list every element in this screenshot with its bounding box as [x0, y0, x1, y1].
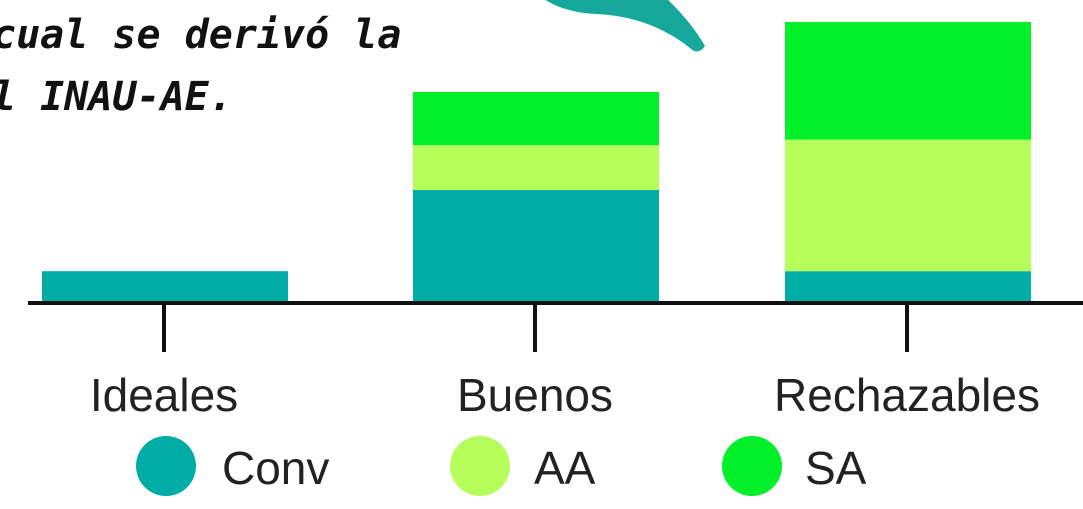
bar-ideales-conv	[42, 271, 288, 302]
legend-label-sa: SA	[805, 442, 867, 494]
bar-buenos-conv	[413, 190, 659, 302]
x-tick-label: Ideales	[90, 369, 238, 421]
x-tick-label: Rechazables	[774, 369, 1040, 421]
bar-rechazables-sa	[785, 22, 1031, 140]
bar-buenos-aa	[413, 145, 659, 190]
legend-label-aa: AA	[534, 442, 596, 494]
legend-swatch-conv	[136, 436, 196, 496]
bar-rechazables-conv	[785, 271, 1031, 302]
legend-label-conv: Conv	[222, 442, 329, 494]
curved-arrow-decoration	[545, 0, 705, 52]
x-tick-label: Buenos	[457, 369, 613, 421]
legend: Conv AA SA	[136, 436, 867, 496]
caption-text: cual se derivó la l INAU-AE.	[0, 4, 401, 128]
legend-swatch-sa	[722, 436, 782, 496]
bar-buenos-sa	[413, 92, 659, 146]
legend-swatch-aa	[450, 436, 510, 496]
bar-rechazables-aa	[785, 139, 1031, 272]
x-axis-ticks: Ideales Buenos Rechazables	[90, 303, 1040, 421]
caption-line-1: cual se derivó la	[0, 12, 402, 58]
caption-line-2: l INAU-AE.	[0, 74, 233, 120]
bars-layer	[42, 22, 1031, 302]
